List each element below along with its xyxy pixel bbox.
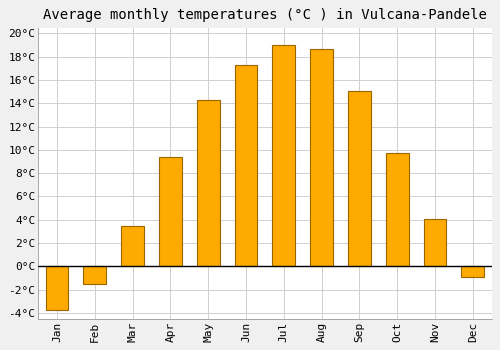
Bar [272, 45, 295, 266]
Bar [310, 49, 333, 266]
Bar [46, 266, 68, 310]
Bar [348, 91, 370, 266]
Bar [84, 266, 106, 284]
Bar [386, 153, 408, 266]
Title: Average monthly temperatures (°C ) in Vulcana-Pandele: Average monthly temperatures (°C ) in Vu… [43, 8, 487, 22]
Bar [234, 65, 258, 266]
Bar [159, 157, 182, 266]
Bar [424, 218, 446, 266]
Bar [462, 266, 484, 277]
Bar [197, 100, 220, 266]
Bar [122, 225, 144, 266]
